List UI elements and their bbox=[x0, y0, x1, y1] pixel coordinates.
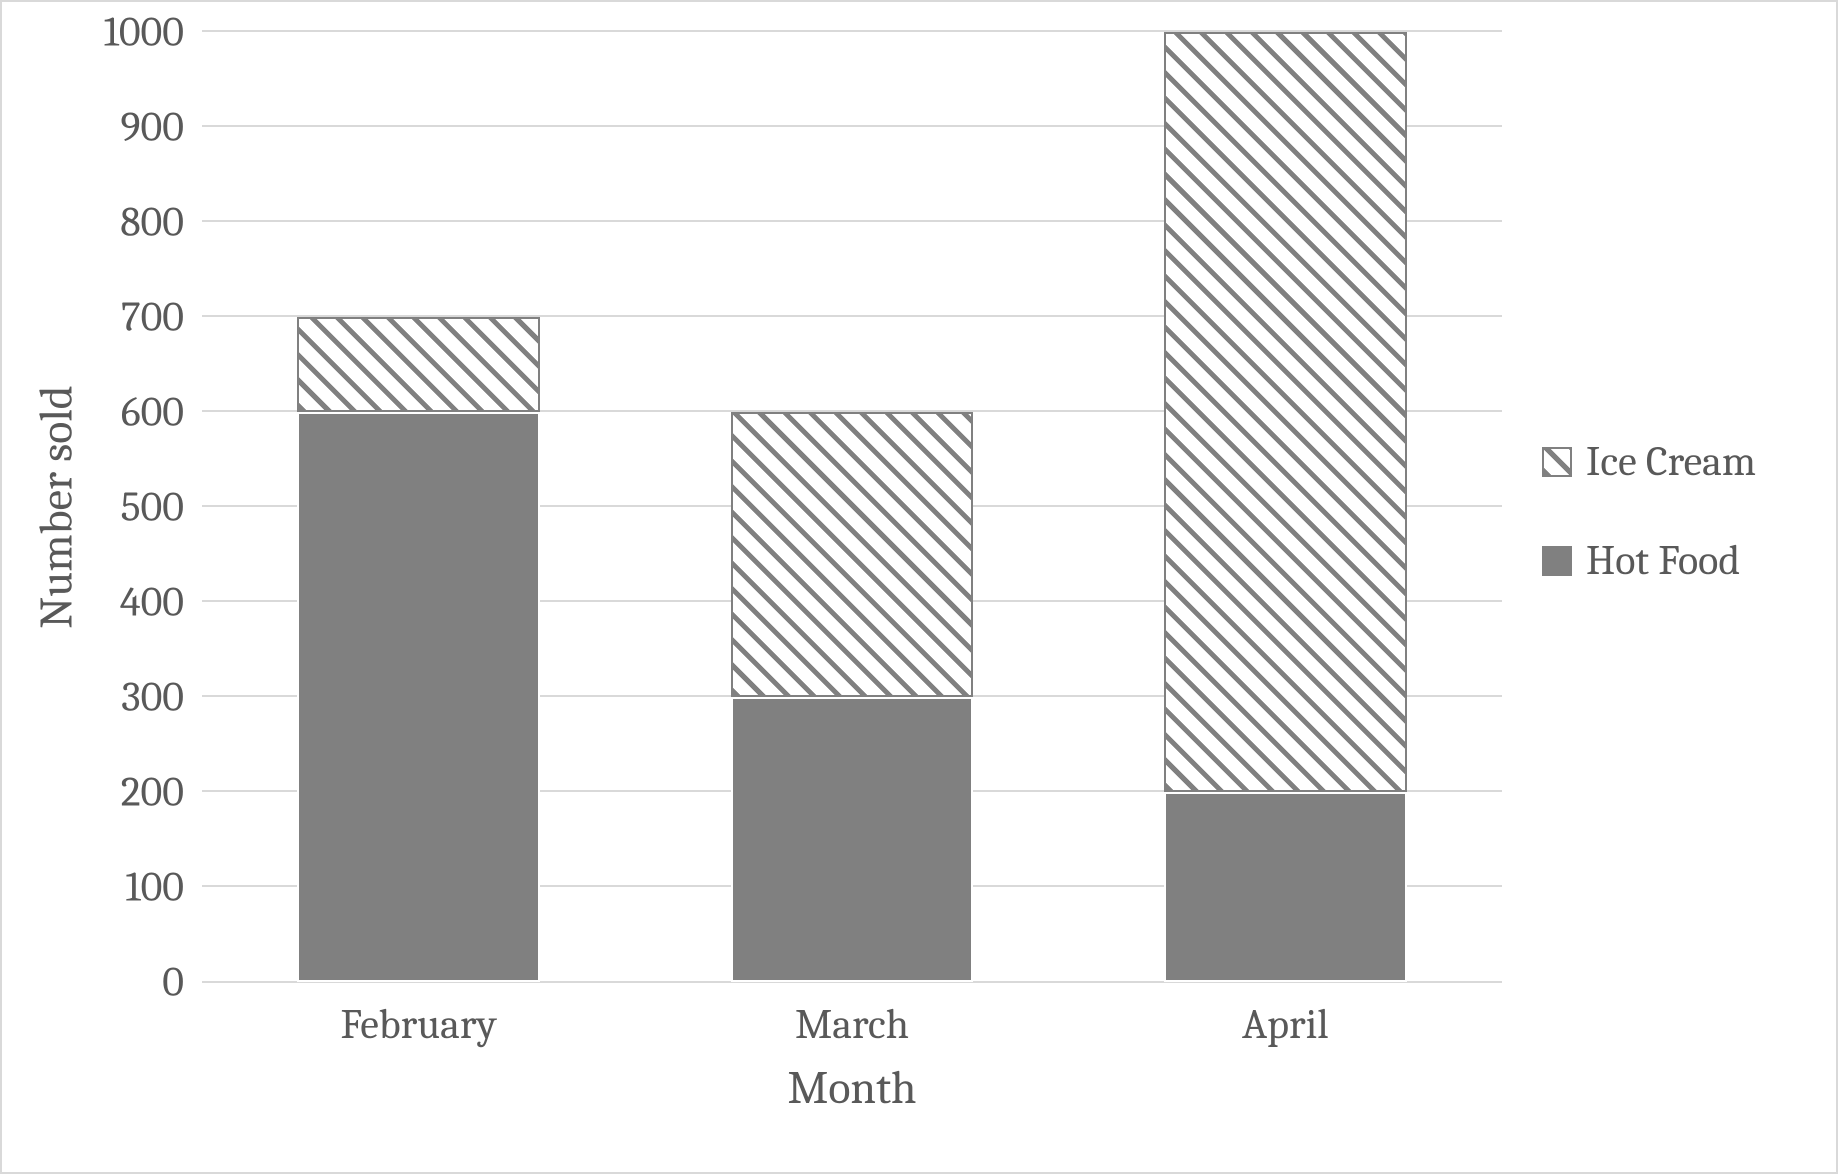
x-axis-title: Month bbox=[787, 1062, 916, 1115]
y-tick-label: 0 bbox=[14, 958, 184, 1007]
legend-label-ice_cream: Ice Cream bbox=[1586, 437, 1756, 486]
legend-item-hot_food: Hot Food bbox=[1542, 536, 1756, 585]
y-axis-title: Number sold bbox=[31, 385, 84, 628]
x-tick-label: March bbox=[795, 1000, 909, 1049]
bar-segment-ice_cream bbox=[297, 317, 540, 412]
bar-segment-ice_cream bbox=[731, 412, 974, 697]
y-tick-label: 900 bbox=[14, 103, 184, 152]
bar-group bbox=[1164, 32, 1407, 982]
x-tick-label: April bbox=[1242, 1000, 1329, 1049]
legend-label-hot_food: Hot Food bbox=[1586, 536, 1740, 585]
legend-item-ice_cream: Ice Cream bbox=[1542, 437, 1756, 486]
legend: Ice Cream Hot Food bbox=[1542, 437, 1756, 585]
x-tick-label: February bbox=[341, 1000, 497, 1049]
bar-group bbox=[731, 412, 974, 982]
y-tick-label: 1000 bbox=[14, 8, 184, 57]
y-tick-label: 800 bbox=[14, 198, 184, 247]
bar-segment-hot_food bbox=[731, 697, 974, 982]
y-tick-label: 300 bbox=[14, 673, 184, 722]
bar-group bbox=[297, 317, 540, 982]
chart-frame: 01002003004005006007008009001000February… bbox=[0, 0, 1838, 1174]
bar-segment-hot_food bbox=[1164, 792, 1407, 982]
y-tick-label: 100 bbox=[14, 863, 184, 912]
bar-segment-ice_cream bbox=[1164, 32, 1407, 792]
bar-segment-hot_food bbox=[297, 412, 540, 982]
legend-swatch-ice_cream bbox=[1542, 447, 1572, 477]
y-tick-label: 200 bbox=[14, 768, 184, 817]
y-tick-label: 700 bbox=[14, 293, 184, 342]
legend-swatch-hot_food bbox=[1542, 546, 1572, 576]
plot-area: 01002003004005006007008009001000February… bbox=[202, 32, 1502, 982]
